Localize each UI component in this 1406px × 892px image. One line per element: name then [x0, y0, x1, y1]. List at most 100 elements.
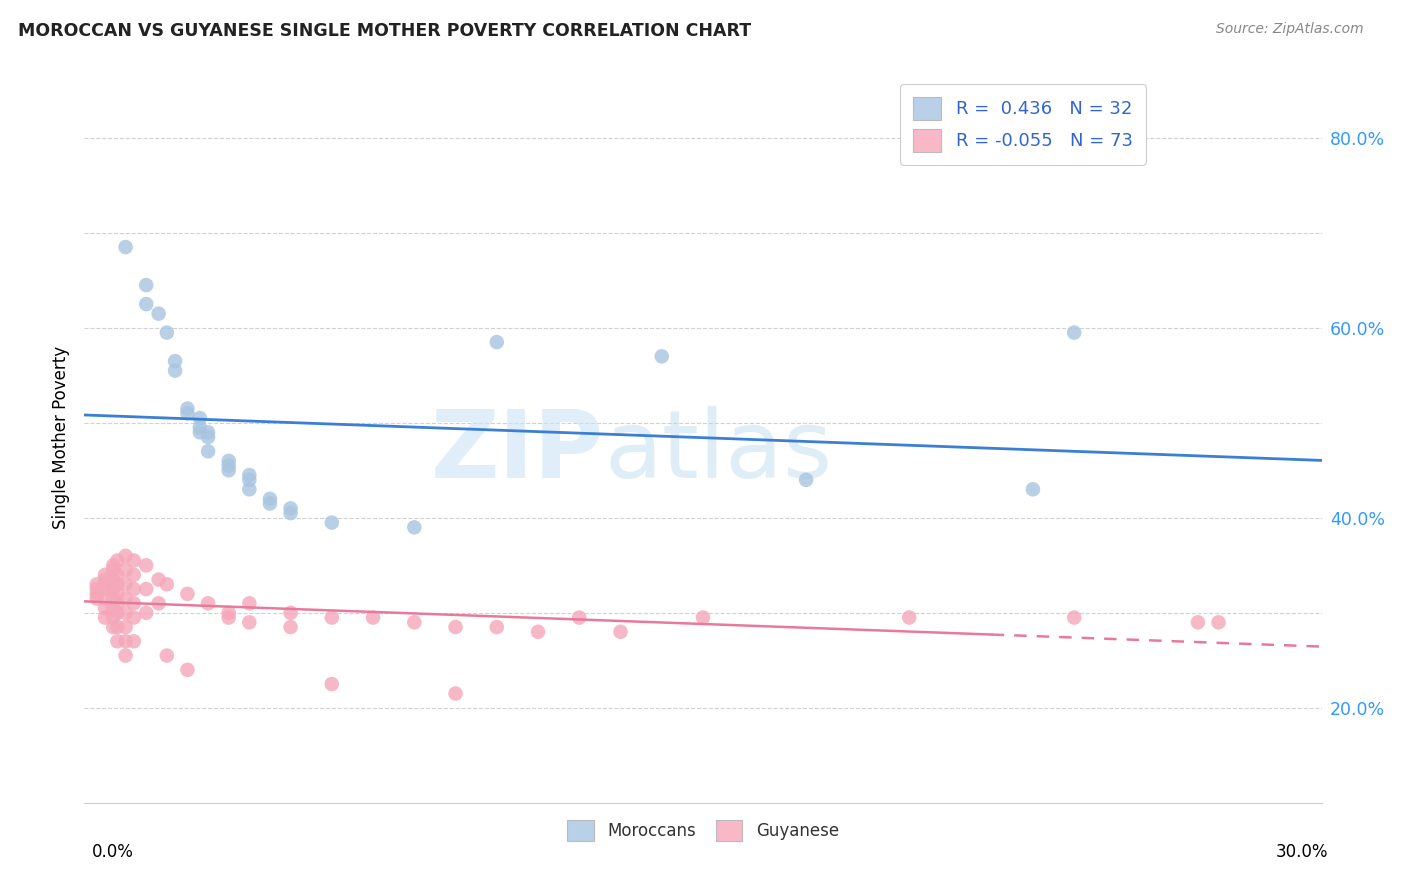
Point	[188, 425, 211, 440]
Point	[527, 624, 550, 639]
Point	[122, 634, 145, 648]
Point	[218, 463, 240, 477]
Point	[692, 610, 714, 624]
Point	[197, 444, 219, 458]
Text: 30.0%: 30.0%	[1277, 843, 1329, 861]
Point	[105, 567, 128, 582]
Point	[898, 610, 921, 624]
Point	[135, 582, 157, 596]
Point	[114, 634, 136, 648]
Point	[94, 582, 117, 596]
Point	[103, 601, 125, 615]
Point	[794, 473, 817, 487]
Point	[238, 483, 260, 497]
Point	[176, 401, 198, 416]
Point	[1063, 326, 1085, 340]
Point	[148, 573, 170, 587]
Point	[103, 573, 125, 587]
Point	[114, 620, 136, 634]
Point	[105, 620, 128, 634]
Text: atlas: atlas	[605, 406, 832, 498]
Point	[114, 648, 136, 663]
Point	[86, 587, 108, 601]
Point	[103, 563, 125, 577]
Point	[114, 577, 136, 591]
Point	[105, 596, 128, 610]
Point	[105, 606, 128, 620]
Point	[197, 425, 219, 440]
Point	[1022, 483, 1045, 497]
Point	[404, 520, 426, 534]
Point	[321, 610, 343, 624]
Point	[321, 677, 343, 691]
Point	[218, 606, 240, 620]
Point	[148, 307, 170, 321]
Point	[188, 420, 211, 434]
Point	[156, 648, 179, 663]
Legend: Moroccans, Guyanese: Moroccans, Guyanese	[558, 811, 848, 849]
Point	[1208, 615, 1230, 630]
Point	[238, 468, 260, 483]
Point	[238, 473, 260, 487]
Point	[280, 620, 302, 634]
Text: 0.0%: 0.0%	[91, 843, 134, 861]
Point	[94, 591, 117, 606]
Point	[259, 497, 281, 511]
Point	[218, 610, 240, 624]
Point	[94, 567, 117, 582]
Point	[114, 549, 136, 563]
Point	[651, 349, 673, 363]
Point	[1187, 615, 1209, 630]
Point	[165, 354, 187, 368]
Point	[135, 297, 157, 311]
Point	[105, 577, 128, 591]
Point	[404, 615, 426, 630]
Point	[94, 573, 117, 587]
Point	[444, 620, 467, 634]
Point	[103, 620, 125, 634]
Point	[280, 606, 302, 620]
Point	[105, 553, 128, 567]
Point	[114, 591, 136, 606]
Point	[114, 606, 136, 620]
Point	[321, 516, 343, 530]
Point	[165, 363, 187, 377]
Point	[156, 326, 179, 340]
Point	[114, 563, 136, 577]
Point	[103, 591, 125, 606]
Point	[105, 587, 128, 601]
Point	[103, 558, 125, 573]
Point	[94, 610, 117, 624]
Point	[103, 582, 125, 596]
Point	[238, 615, 260, 630]
Point	[259, 491, 281, 506]
Point	[122, 567, 145, 582]
Y-axis label: Single Mother Poverty: Single Mother Poverty	[52, 345, 70, 529]
Point	[568, 610, 591, 624]
Point	[148, 596, 170, 610]
Point	[94, 577, 117, 591]
Point	[176, 663, 198, 677]
Point	[103, 610, 125, 624]
Point	[86, 577, 108, 591]
Point	[114, 240, 136, 254]
Point	[122, 610, 145, 624]
Point	[444, 687, 467, 701]
Point	[176, 587, 198, 601]
Point	[86, 591, 108, 606]
Point	[94, 601, 117, 615]
Point	[280, 506, 302, 520]
Text: Source: ZipAtlas.com: Source: ZipAtlas.com	[1216, 22, 1364, 37]
Point	[197, 596, 219, 610]
Point	[280, 501, 302, 516]
Text: ZIP: ZIP	[432, 406, 605, 498]
Point	[135, 278, 157, 293]
Text: MOROCCAN VS GUYANESE SINGLE MOTHER POVERTY CORRELATION CHART: MOROCCAN VS GUYANESE SINGLE MOTHER POVER…	[18, 22, 751, 40]
Point	[197, 430, 219, 444]
Point	[485, 335, 508, 350]
Point	[135, 606, 157, 620]
Point	[86, 582, 108, 596]
Point	[122, 596, 145, 610]
Point	[176, 406, 198, 420]
Point	[188, 411, 211, 425]
